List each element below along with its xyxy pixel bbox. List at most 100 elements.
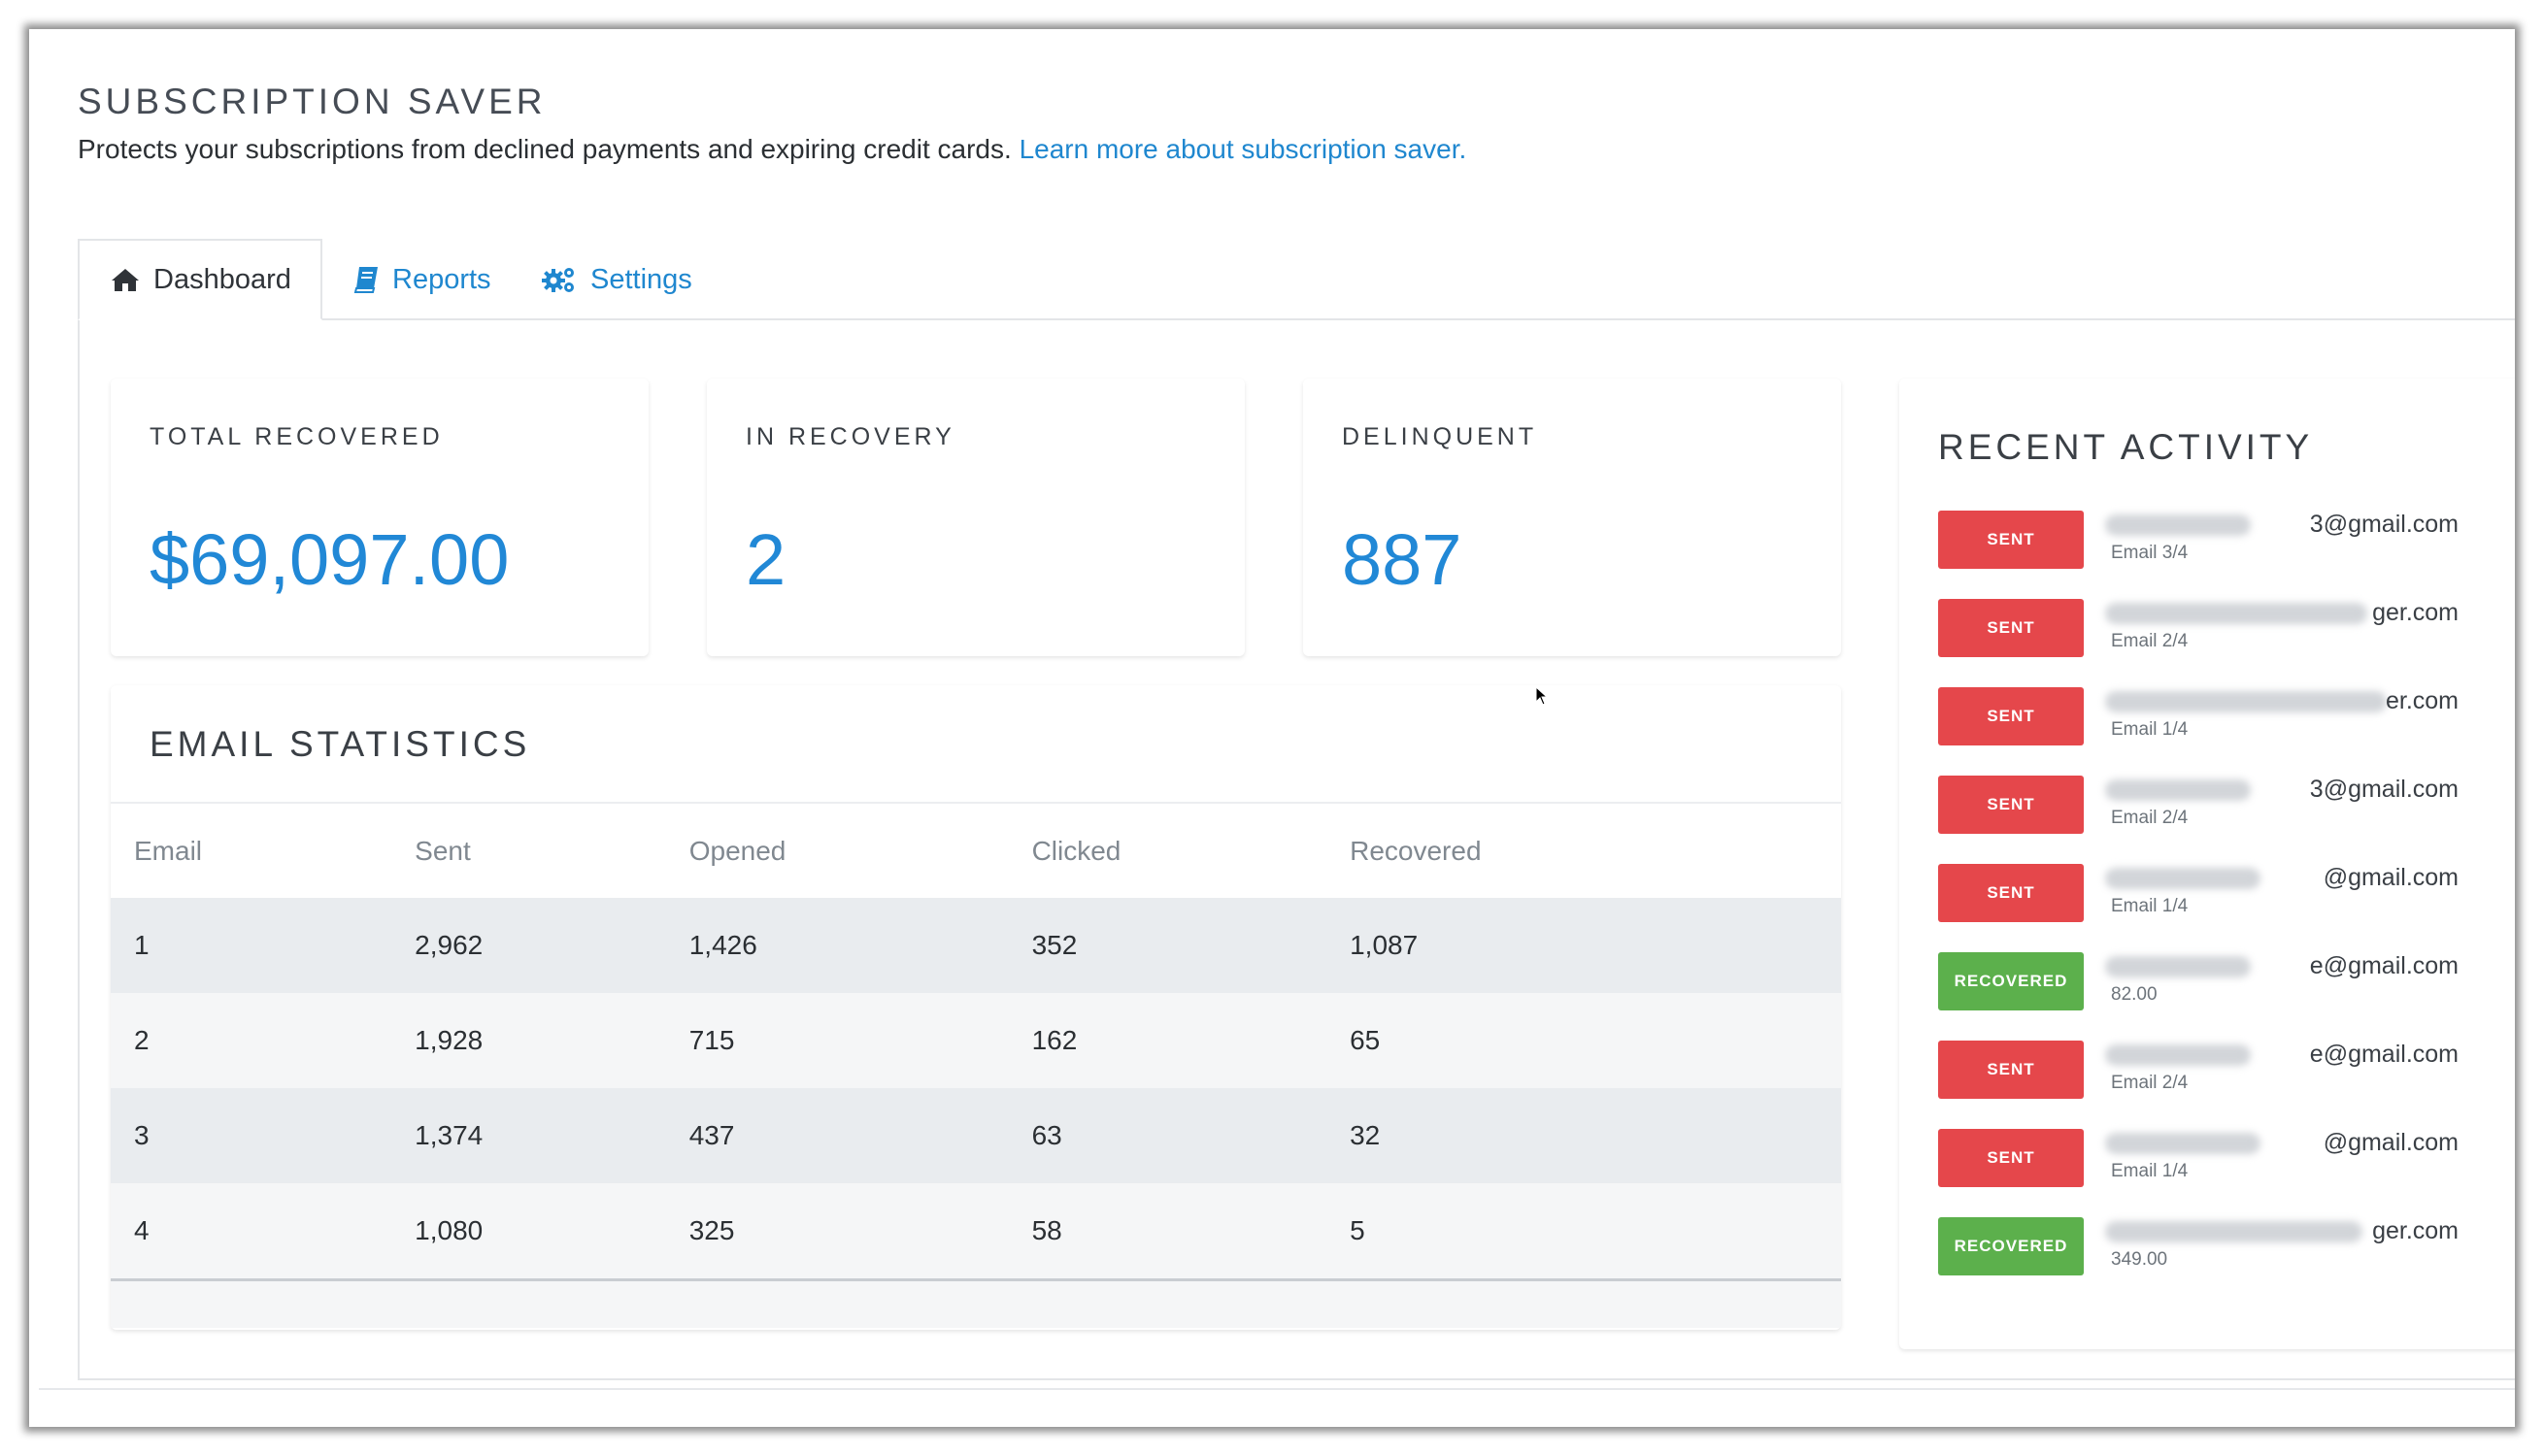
recent-activity-card: RECENT ACTIVITY SENT 3@gmail.com Email 3… — [1899, 379, 2515, 1349]
activity-item[interactable]: SENT ger.com Email 2/4 — [1938, 599, 2482, 657]
recent-activity-title: RECENT ACTIVITY — [1938, 427, 2314, 467]
status-badge: SENT — [1938, 511, 2084, 569]
status-badge: SENT — [1938, 776, 2084, 834]
redacted-email-blur — [2105, 1221, 2362, 1242]
learn-more-link[interactable]: Learn more about subscription saver. — [1019, 134, 1467, 164]
email-statistics-title: EMAIL STATISTICS — [150, 724, 531, 764]
page-bottom-divider — [39, 1388, 2515, 1390]
cell-clicked: 352 — [1031, 930, 1078, 960]
stat-card-total-recovered: TOTAL RECOVERED $69,097.00 — [111, 379, 649, 656]
activity-meta: 349.00 — [2111, 1249, 2168, 1270]
redacted-email-blur — [2105, 956, 2251, 977]
activity-meta: Email 2/4 — [2111, 1073, 2189, 1093]
cell-recovered: 5 — [1350, 1215, 1365, 1245]
activity-item[interactable]: SENT er.com Email 1/4 — [1938, 687, 2482, 745]
redacted-email-blur — [2105, 1044, 2251, 1066]
activity-email: e@gmail.com — [2309, 1041, 2459, 1068]
activity-meta: Email 2/4 — [2111, 808, 2189, 828]
column-header-email: Email — [134, 835, 203, 866]
activity-item[interactable]: RECOVERED e@gmail.com 82.00 — [1938, 952, 2482, 1010]
page-title: SUBSCRIPTION SAVER — [78, 82, 547, 121]
cell-clicked: 162 — [1031, 1025, 1078, 1055]
cell-sent: 1,374 — [415, 1120, 484, 1150]
redacted-email-blur — [2105, 779, 2251, 801]
stat-value: 2 — [746, 519, 787, 600]
redacted-email-blur — [2105, 1133, 2260, 1154]
column-header-recovered: Recovered — [1350, 835, 1482, 866]
stat-card-delinquent: DELINQUENT 887 — [1303, 379, 1841, 656]
email-statistics-card: EMAIL STATISTICS Email Sent Opened Click… — [111, 685, 1841, 1330]
activity-email: ger.com — [2372, 599, 2459, 626]
cell-clicked: 58 — [1031, 1215, 1062, 1245]
status-badge: SENT — [1938, 1129, 2084, 1187]
table-row: 2 1,928 715 162 65 — [111, 993, 1841, 1088]
cell-opened: 437 — [688, 1120, 735, 1150]
tab-dashboard[interactable]: Dashboard — [78, 239, 322, 320]
tab-reports[interactable]: Reports — [322, 239, 522, 320]
activity-email: 3@gmail.com — [2309, 776, 2459, 803]
cell-email: 1 — [134, 930, 150, 960]
app-window: SUBSCRIPTION SAVER Protects your subscri… — [29, 29, 2515, 1427]
table-header: Email Sent Opened Clicked Recovered — [111, 802, 1841, 898]
redacted-email-blur — [2105, 868, 2260, 889]
status-badge: SENT — [1938, 687, 2084, 745]
table-row: 3 1,374 437 63 32 — [111, 1088, 1841, 1183]
column-header-clicked: Clicked — [1031, 835, 1121, 866]
activity-meta: Email 1/4 — [2111, 896, 2189, 916]
stat-value: $69,097.00 — [150, 519, 510, 600]
stat-label: DELINQUENT — [1342, 423, 1538, 450]
activity-item[interactable]: SENT @gmail.com Email 1/4 — [1938, 1129, 2482, 1187]
page-description: Protects your subscriptions from decline… — [78, 136, 1466, 163]
status-badge: SENT — [1938, 599, 2084, 657]
stat-label: TOTAL RECOVERED — [150, 423, 444, 450]
activity-email: er.com — [2385, 687, 2459, 714]
tab-bar-divider — [78, 318, 2515, 320]
cell-recovered: 1,087 — [1350, 930, 1419, 960]
activity-email: e@gmail.com — [2309, 952, 2459, 979]
status-badge: RECOVERED — [1938, 1217, 2084, 1275]
activity-item[interactable]: SENT @gmail.com Email 1/4 — [1938, 864, 2482, 922]
activity-meta: Email 1/4 — [2111, 719, 2189, 740]
cell-opened: 715 — [688, 1025, 735, 1055]
table-row: 1 2,962 1,426 352 1,087 — [111, 898, 1841, 993]
email-statistics-table: Email Sent Opened Clicked Recovered 1 2,… — [111, 802, 1841, 1328]
cell-email: 4 — [134, 1215, 150, 1245]
cell-sent: 1,080 — [415, 1215, 484, 1245]
home-icon — [111, 267, 140, 292]
activity-meta: 82.00 — [2111, 984, 2158, 1005]
table-row: 4 1,080 325 58 5 — [111, 1183, 1841, 1278]
column-header-opened: Opened — [688, 835, 787, 866]
cell-email: 2 — [134, 1025, 150, 1055]
description-text: Protects your subscriptions from decline… — [78, 134, 1012, 164]
activity-meta: Email 3/4 — [2111, 543, 2189, 563]
table-footer — [111, 1278, 1841, 1328]
status-badge: RECOVERED — [1938, 952, 2084, 1010]
cell-email: 3 — [134, 1120, 150, 1150]
stat-label: IN RECOVERY — [746, 423, 955, 450]
stat-card-in-recovery: IN RECOVERY 2 — [707, 379, 1245, 656]
activity-item[interactable]: SENT 3@gmail.com Email 2/4 — [1938, 776, 2482, 834]
activity-meta: Email 2/4 — [2111, 631, 2189, 651]
status-badge: SENT — [1938, 1041, 2084, 1099]
activity-email: @gmail.com — [2323, 864, 2459, 891]
activity-item[interactable]: RECOVERED ger.com 349.00 — [1938, 1217, 2482, 1275]
activity-item[interactable]: SENT e@gmail.com Email 2/4 — [1938, 1041, 2482, 1099]
tab-settings[interactable]: Settings — [511, 239, 723, 320]
dashboard-panel: TOTAL RECOVERED $69,097.00 IN RECOVERY 2… — [78, 318, 2515, 1380]
cell-opened: 325 — [688, 1215, 735, 1245]
tab-bar: Dashboard Reports — [78, 239, 2515, 320]
tab-settings-label: Settings — [590, 263, 692, 295]
activity-email: @gmail.com — [2323, 1129, 2459, 1156]
tab-reports-label: Reports — [392, 263, 491, 295]
redacted-email-blur — [2105, 691, 2387, 712]
activity-meta: Email 1/4 — [2111, 1161, 2189, 1181]
activity-item[interactable]: SENT 3@gmail.com Email 3/4 — [1938, 511, 2482, 569]
cell-sent: 1,928 — [415, 1025, 484, 1055]
cell-recovered: 32 — [1350, 1120, 1381, 1150]
redacted-email-blur — [2105, 514, 2251, 536]
activity-email: ger.com — [2372, 1217, 2459, 1244]
cell-clicked: 63 — [1031, 1120, 1062, 1150]
stat-value: 887 — [1342, 519, 1462, 600]
tab-dashboard-label: Dashboard — [153, 263, 291, 295]
mouse-cursor-icon — [1535, 685, 1549, 711]
